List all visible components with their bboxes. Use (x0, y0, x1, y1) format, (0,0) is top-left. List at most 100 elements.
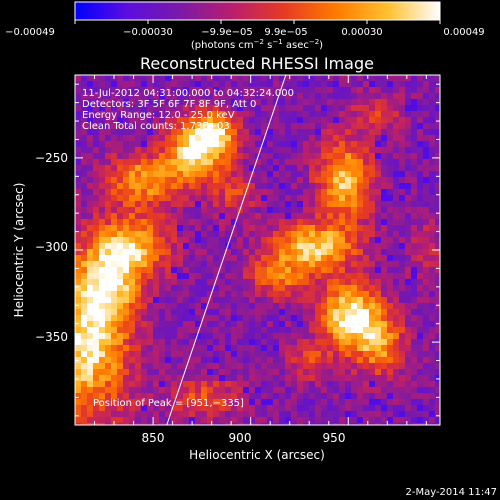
heatmap-cell (309, 201, 316, 208)
heatmap-cell (99, 261, 106, 268)
heatmap-cell (291, 375, 298, 382)
heatmap-cell (327, 165, 334, 172)
heatmap-cell (267, 207, 274, 214)
heatmap-cell (225, 417, 232, 424)
heatmap-cell (255, 237, 262, 244)
heatmap-cell (435, 75, 440, 82)
heatmap-cell (183, 273, 190, 280)
heatmap-cell (231, 255, 238, 262)
heatmap-cell (237, 417, 244, 424)
heatmap-cell (297, 249, 304, 256)
heatmap-cell (363, 141, 370, 148)
heatmap-cell (81, 321, 88, 328)
heatmap-cell (273, 105, 280, 112)
heatmap-cell (405, 87, 412, 94)
heatmap-cell (369, 285, 376, 292)
heatmap-cell (333, 285, 340, 292)
heatmap-cell (405, 351, 412, 358)
heatmap-cell (339, 243, 346, 250)
heatmap-cell (273, 261, 280, 268)
heatmap-cell (153, 255, 160, 262)
heatmap-cell (123, 231, 130, 238)
heatmap-cell (75, 147, 82, 154)
heatmap-cell (285, 333, 292, 340)
heatmap-cell (177, 207, 184, 214)
heatmap-cell (111, 285, 118, 292)
heatmap-cell (333, 117, 340, 124)
heatmap-cell (417, 273, 424, 280)
heatmap-cell (129, 243, 136, 250)
heatmap-cell (273, 225, 280, 232)
heatmap-cell (357, 393, 364, 400)
heatmap-cell (333, 237, 340, 244)
heatmap-cell (261, 363, 268, 370)
heatmap-cell (201, 411, 208, 418)
heatmap-cell (315, 129, 322, 136)
heatmap-cell (231, 381, 238, 388)
heatmap-cell (429, 291, 436, 298)
heatmap-cell (159, 159, 166, 166)
heatmap-cell (75, 393, 82, 400)
heatmap-cell (375, 315, 382, 322)
heatmap-cell (375, 393, 382, 400)
heatmap-cell (207, 333, 214, 340)
heatmap-cell (213, 243, 220, 250)
heatmap-cell (387, 399, 394, 406)
heatmap-cell (393, 75, 400, 82)
heatmap-cell (195, 243, 202, 250)
heatmap-cell (147, 327, 154, 334)
heatmap-cell (219, 261, 226, 268)
heatmap-cell (285, 177, 292, 184)
heatmap-cell (189, 177, 196, 184)
heatmap-cell (417, 213, 424, 220)
heatmap-cell (189, 411, 196, 418)
heatmap-cell (183, 201, 190, 208)
heatmap-cell (99, 399, 106, 406)
heatmap-cell (297, 219, 304, 226)
heatmap-cell (423, 279, 430, 286)
heatmap-cell (309, 297, 316, 304)
heatmap-cell (177, 369, 184, 376)
heatmap-cell (111, 195, 118, 202)
heatmap-cell (207, 405, 214, 412)
heatmap-cell (225, 381, 232, 388)
heatmap-cell (153, 279, 160, 286)
heatmap-cell (303, 81, 310, 88)
colorbar-strip (74, 1, 441, 21)
heatmap-cell (111, 189, 118, 196)
heatmap-cell (375, 369, 382, 376)
heatmap-cell (339, 285, 346, 292)
heatmap-cell (225, 327, 232, 334)
heatmap-cell (405, 357, 412, 364)
heatmap-cell (237, 147, 244, 154)
heatmap-cell (225, 183, 232, 190)
heatmap-cell (159, 291, 166, 298)
heatmap-cell (219, 423, 226, 425)
heatmap-cell (93, 357, 100, 364)
heatmap-cell (189, 237, 196, 244)
heatmap-cell (99, 195, 106, 202)
heatmap-cell (171, 75, 178, 82)
heatmap-cell (411, 75, 418, 82)
heatmap-cell (309, 327, 316, 334)
heatmap-cell (171, 321, 178, 328)
heatmap-cell (303, 219, 310, 226)
heatmap-cell (87, 147, 94, 154)
heatmap-cell (141, 261, 148, 268)
heatmap-cell (315, 237, 322, 244)
heatmap-cell (273, 183, 280, 190)
heatmap-cell (159, 135, 166, 142)
heatmap-cell (369, 195, 376, 202)
heatmap-cell (429, 327, 436, 334)
heatmap-cell (387, 75, 394, 82)
heatmap-cell (165, 321, 172, 328)
heatmap-cell (309, 75, 316, 82)
heatmap-cell (261, 285, 268, 292)
heatmap-cell (141, 321, 148, 328)
heatmap-cell (303, 99, 310, 106)
heatmap-cell (279, 423, 286, 425)
heatmap-cell (399, 93, 406, 100)
heatmap-cell (387, 261, 394, 268)
heatmap-cell (345, 195, 352, 202)
heatmap-cell (177, 351, 184, 358)
